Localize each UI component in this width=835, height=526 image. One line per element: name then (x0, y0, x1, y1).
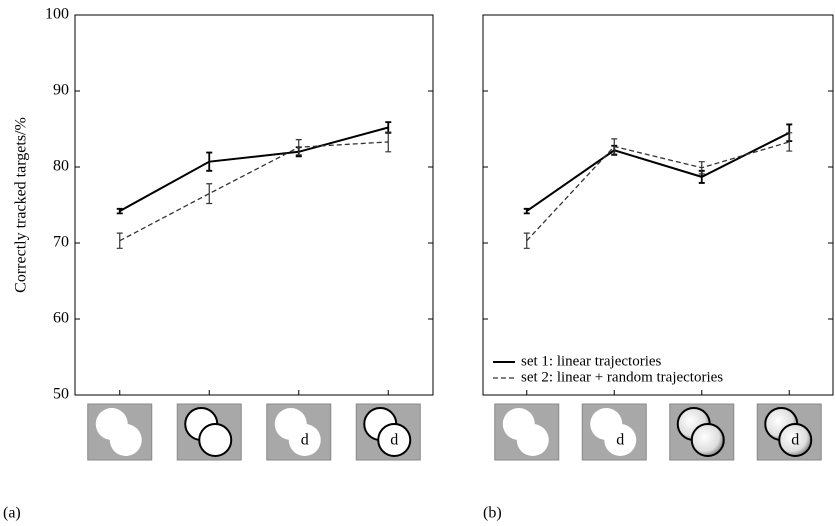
series-line (526, 131, 790, 212)
error-bar (786, 132, 793, 152)
y-tick-label: 100 (45, 6, 69, 23)
plot-frame (74, 14, 434, 396)
icon-disc (778, 423, 813, 457)
error-bar (611, 138, 618, 155)
legend-label: set 1: linear trajectories (521, 353, 662, 369)
icon-disc (516, 424, 549, 456)
icon-label: d (301, 432, 309, 449)
error-bar (206, 151, 213, 172)
y-axis-label: Correctly tracked targets/% (13, 117, 30, 293)
icon-disc (198, 423, 233, 457)
error-bar (698, 161, 705, 175)
y-tick-label: 50 (53, 386, 69, 403)
error-bar (295, 139, 302, 156)
legend-label: set 2: linear + random trajectories (521, 369, 723, 385)
icon-label: d (390, 432, 398, 449)
y-tick-label: 70 (53, 234, 69, 251)
series-line (119, 126, 389, 212)
y-tick-label: 80 (53, 158, 69, 175)
icon-disc (690, 423, 725, 457)
icon-disc (377, 423, 412, 457)
error-bar (116, 207, 123, 215)
y-tick-label: 90 (53, 82, 69, 99)
plot-frame (482, 14, 834, 396)
icon-disc (288, 424, 321, 456)
series-line (119, 141, 389, 242)
error-bar (385, 131, 392, 153)
error-bar (523, 232, 530, 249)
icon-disc (604, 424, 637, 456)
error-bar (206, 183, 213, 205)
icon-label: d (616, 432, 624, 449)
error-bar (523, 207, 530, 215)
series-line (526, 141, 790, 242)
error-bar (116, 232, 123, 249)
panel-label: (b) (483, 505, 502, 522)
icon-label: d (791, 432, 799, 449)
icon-disc (109, 424, 142, 456)
y-tick-label: 60 (53, 310, 69, 327)
panel-label: (a) (3, 505, 21, 522)
